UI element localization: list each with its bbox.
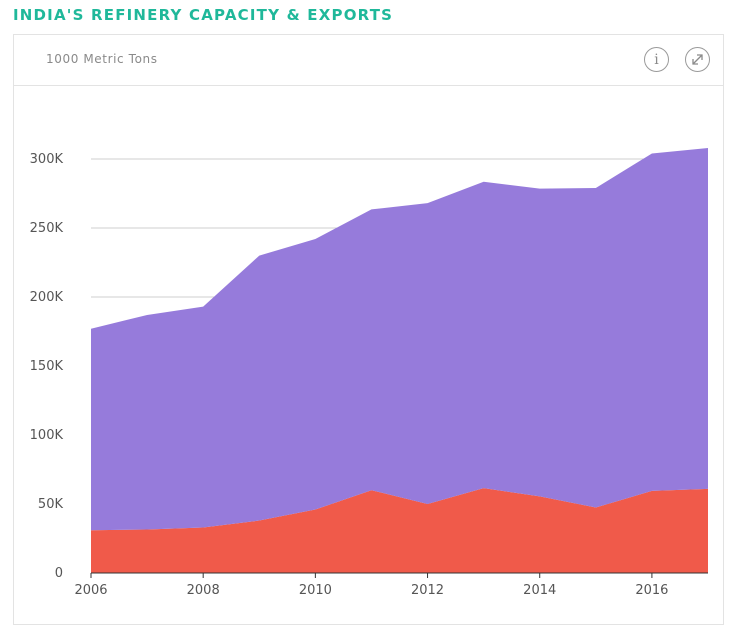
x-tick-label: 2008 [187, 583, 220, 598]
y-tick-label: 150K [30, 359, 64, 374]
area-series-1 [91, 488, 708, 573]
y-tick-label: 300K [30, 152, 64, 167]
expand-button[interactable] [685, 47, 710, 72]
x-tick-label: 2016 [635, 583, 668, 598]
x-tick-label: 2010 [299, 583, 332, 598]
x-tick-label: 2012 [411, 583, 444, 598]
area-series-2 [91, 147, 708, 531]
y-tick-label: 200K [30, 290, 64, 305]
y-tick-label: 50K [38, 497, 64, 512]
info-icon: i [654, 51, 659, 68]
info-button[interactable]: i [644, 47, 669, 72]
y-tick-label: 100K [30, 428, 64, 443]
x-tick-label: 2006 [74, 583, 107, 598]
card-header: 1000 Metric Tons i [14, 35, 723, 86]
y-tick-label: 250K [30, 221, 64, 236]
y-tick-label: 0 [55, 566, 63, 581]
x-tick-label: 2014 [523, 583, 556, 598]
chart-title: INDIA'S REFINERY CAPACITY & EXPORTS [13, 6, 394, 24]
expand-icon [692, 54, 703, 65]
units-label: 1000 Metric Tons [46, 52, 158, 66]
